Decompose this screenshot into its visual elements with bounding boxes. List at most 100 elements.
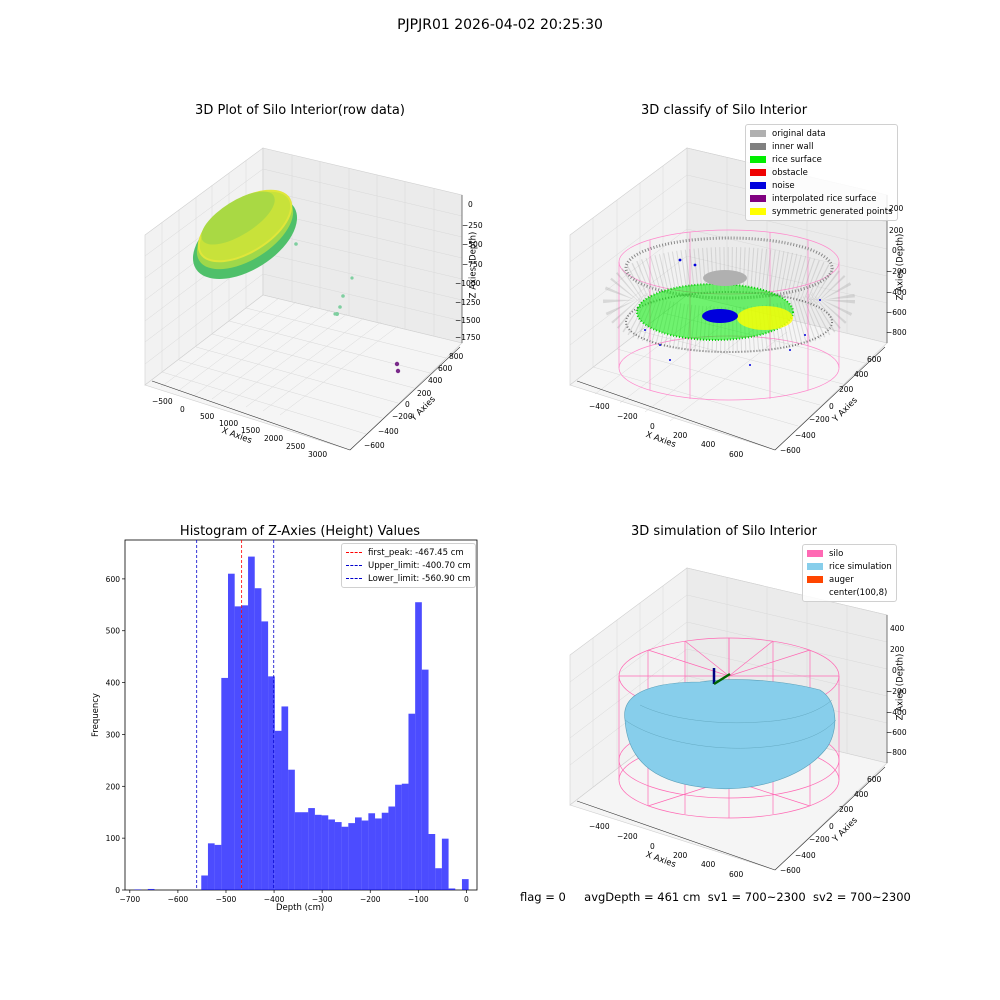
hist-bar — [388, 806, 396, 890]
raw-ztick: −1500 — [455, 316, 481, 325]
hist-bar — [401, 783, 409, 890]
sv2-text: sv2 = 700~2300 — [812, 890, 911, 904]
hist-bar — [281, 706, 289, 890]
hist-xlabel: Depth (cm) — [276, 903, 325, 913]
sim-xtick: 600 — [729, 870, 744, 879]
sim-ytick: 0 — [829, 822, 834, 831]
legend-label: center(100,8) — [829, 587, 888, 598]
legend-item-interpolated: interpolated rice surface — [750, 192, 893, 205]
hist-bar — [375, 818, 382, 890]
legend-item-auger: auger — [807, 573, 892, 586]
legend-label: first_peak: -467.45 cm — [368, 547, 464, 558]
raw-xtick: −500 — [152, 397, 173, 406]
hist-ytick-label: 0 — [115, 886, 120, 895]
legend-label: interpolated rice surface — [772, 193, 877, 204]
hist-yticks: 0 100 200 300 400 500 600 — [106, 575, 125, 895]
sv1-text: sv1 = 700~2300 — [707, 890, 806, 904]
classify-ztick: −600 — [886, 308, 907, 317]
hist-ytick-label: 200 — [106, 782, 121, 791]
legend-item-obstacle: obstacle — [750, 166, 893, 179]
legend-label: Upper_limit: -400.70 cm — [368, 560, 471, 571]
classify-noise-cluster — [702, 309, 738, 323]
hist-bar — [361, 820, 369, 890]
raw-ztick: −1250 — [455, 298, 481, 307]
legend-item-original-data: original data — [750, 127, 893, 140]
classify-ytick: 600 — [867, 355, 882, 364]
sim-ztick: 0 — [892, 666, 897, 675]
legend-label: inner wall — [772, 141, 814, 152]
hist-ytick-label: 400 — [106, 679, 121, 688]
sim-xtick: 400 — [701, 860, 716, 869]
legend-swatch — [750, 143, 766, 150]
classify-ztick: 200 — [889, 226, 904, 235]
raw-xtick: 2500 — [286, 442, 306, 451]
hist-ytick-label: 600 — [106, 575, 121, 584]
hist-bar — [415, 602, 422, 890]
raw-ztick: 0 — [468, 200, 473, 209]
legend-swatch — [750, 182, 766, 189]
classify-xtick: 200 — [673, 431, 688, 440]
hist-bar — [234, 606, 242, 890]
hist-xtick-label: −600 — [168, 895, 189, 904]
raw-ztick: −750 — [462, 260, 483, 269]
legend-item-center: center(100,8) — [807, 586, 892, 599]
classify-zlabel: Z Axies (Depth) — [895, 233, 906, 301]
classify-xtick: 400 — [701, 440, 716, 449]
hist-ytick-label: 100 — [106, 834, 121, 843]
raw-ytick: 200 — [417, 389, 432, 398]
sim-xtick: −400 — [589, 822, 610, 831]
legend-item-first-peak: first_peak: -467.45 cm — [346, 546, 471, 559]
hist-bar — [214, 844, 222, 890]
raw-xtick: 2000 — [264, 434, 284, 443]
hist-bar — [448, 888, 456, 890]
classify-ztick: 0 — [892, 246, 897, 255]
legend-swatch — [750, 169, 766, 176]
hist-ref-lines — [196, 540, 275, 890]
classify-xtick: −200 — [617, 412, 638, 421]
classify-ztick: −800 — [886, 328, 907, 337]
classify-ytick: 200 — [839, 385, 854, 394]
classify-ztick: −200 — [886, 267, 907, 276]
legend-item-inner-wall: inner wall — [750, 140, 893, 153]
hist-bar — [207, 843, 215, 890]
raw-xtick: 500 — [200, 412, 215, 421]
hist-bar — [228, 573, 235, 890]
hist-bar — [421, 669, 429, 890]
hist-bar — [274, 730, 282, 890]
sim-rice-surface — [624, 679, 836, 789]
raw-xtick: 1000 — [219, 419, 239, 428]
hist-xtick-label: 0 — [464, 895, 469, 904]
legend-label: rice simulation — [829, 561, 892, 572]
raw-ztick: −1750 — [455, 333, 481, 342]
status-footer: flag = 0 avgDepth = 461 cm sv1 = 700~230… — [520, 890, 911, 904]
raw-xtick: 0 — [180, 405, 185, 414]
hist-xtick-label: −400 — [264, 895, 285, 904]
legend-swatch — [346, 578, 362, 579]
sim-ztick: 400 — [890, 624, 905, 633]
raw-ztick: −1000 — [455, 279, 481, 288]
hist-bar — [441, 838, 449, 890]
raw-plot-title: 3D Plot of Silo Interior(row data) — [195, 103, 405, 118]
hist-bar — [301, 812, 309, 890]
hist-bar — [268, 676, 275, 890]
legend-item-upper-limit: Upper_limit: -400.70 cm — [346, 559, 471, 572]
hist-bar — [395, 784, 402, 890]
hist-bar — [294, 812, 302, 890]
hist-bar — [381, 812, 389, 890]
legend-swatch — [750, 130, 766, 137]
hist-bar — [221, 677, 229, 890]
legend-swatch — [807, 576, 823, 583]
legend-label: original data — [772, 128, 826, 139]
sim-ztick: 200 — [890, 645, 905, 654]
hist-bar — [288, 769, 295, 890]
legend-label: Lower_limit: -560.90 cm — [368, 573, 471, 584]
raw-ytick: 600 — [438, 364, 453, 373]
sim-plot-title: 3D simulation of Silo Interior — [631, 524, 817, 539]
sim-legend: silo rice simulation auger center(100,8) — [802, 544, 897, 602]
hist-bar — [428, 834, 436, 890]
hist-ylabel: Frequency — [90, 693, 101, 737]
hist-bar — [408, 713, 416, 890]
hist-bar — [134, 889, 142, 890]
hist-title: Histogram of Z-Axies (Height) Values — [179, 524, 421, 539]
raw-outlier-points — [294, 242, 354, 316]
